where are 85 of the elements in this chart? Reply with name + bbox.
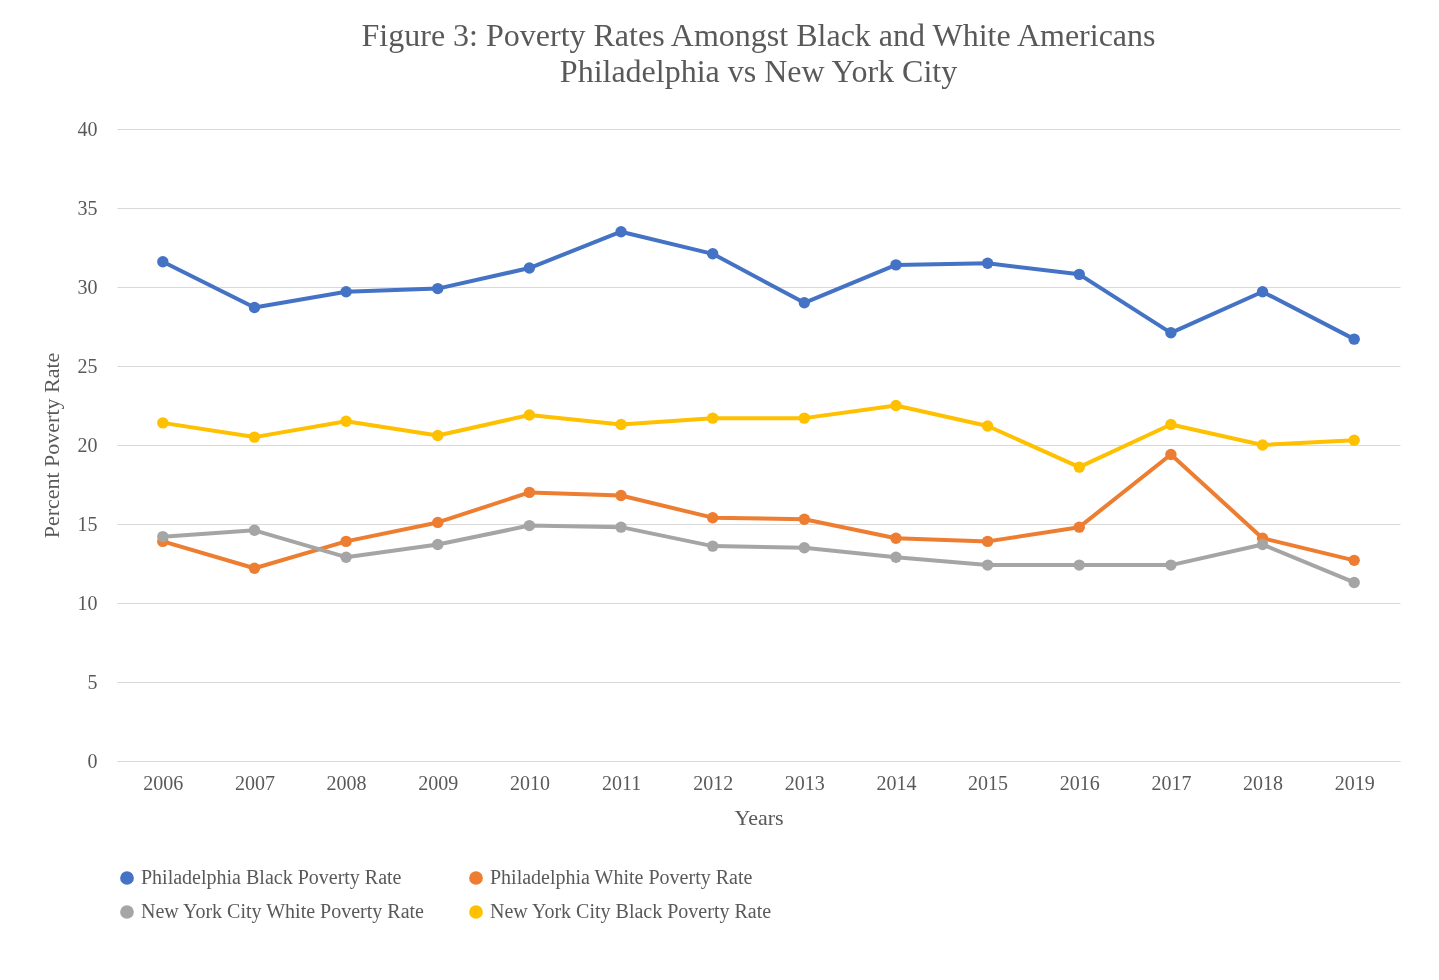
point	[523, 409, 536, 421]
point	[890, 399, 902, 412]
x-tick-label: 2019	[1334, 771, 1375, 794]
x-tick-label: 2012	[693, 771, 734, 794]
x-tick-label: 2017	[1151, 771, 1192, 794]
y-tick-label: 5	[87, 670, 98, 693]
point	[1165, 448, 1177, 461]
point	[432, 282, 444, 295]
point	[706, 540, 719, 552]
x-tick-label: 2015	[968, 771, 1009, 794]
point	[248, 562, 261, 574]
point	[157, 530, 169, 543]
point	[798, 542, 811, 554]
point	[615, 521, 627, 533]
point	[523, 486, 536, 499]
point	[1256, 538, 1269, 551]
point	[981, 257, 994, 269]
point	[1165, 418, 1177, 431]
x-tick-label: 2013	[784, 771, 825, 794]
y-tick-label: 25	[77, 354, 98, 377]
point	[340, 286, 352, 298]
point	[340, 551, 352, 563]
point	[981, 559, 994, 571]
point	[340, 415, 352, 427]
y-tick-label: 20	[77, 433, 98, 456]
point	[157, 417, 169, 429]
point	[890, 532, 902, 544]
point	[1165, 327, 1177, 339]
point	[981, 420, 994, 432]
point	[432, 538, 444, 551]
point	[1348, 554, 1360, 567]
point	[1348, 576, 1360, 589]
y-tick-label: 10	[77, 591, 98, 614]
point	[615, 226, 627, 238]
point	[615, 489, 627, 502]
point	[340, 535, 352, 548]
x-tick-label: 2010	[509, 771, 550, 794]
point	[615, 418, 627, 431]
legend-label: Philadelphia Black Poverty Rate	[141, 866, 402, 889]
point	[248, 301, 261, 314]
point	[890, 551, 902, 563]
point	[248, 431, 261, 443]
point	[798, 412, 811, 424]
point	[1256, 439, 1269, 451]
x-axis-title: Years	[734, 804, 784, 830]
x-tick-label: 2018	[1243, 771, 1284, 794]
point	[798, 297, 811, 309]
chart-subtitle: Philadelphia vs New York City	[559, 53, 958, 89]
y-tick-label: 15	[77, 512, 98, 535]
point	[706, 511, 719, 524]
point	[157, 256, 169, 268]
point	[1073, 521, 1085, 533]
point	[1165, 559, 1177, 571]
y-tick-label: 35	[77, 196, 98, 219]
point	[523, 262, 536, 274]
point	[432, 516, 444, 529]
point	[1073, 559, 1085, 571]
point	[1256, 286, 1269, 298]
point	[1348, 434, 1360, 446]
point	[890, 259, 902, 271]
point	[1073, 461, 1085, 473]
point	[1073, 268, 1085, 281]
legend-label: New York City Black Poverty Rate	[490, 900, 772, 923]
x-tick-label: 2014	[876, 771, 917, 794]
chart-title: Figure 3: Poverty Rates Amongst Black and White Americans	[361, 17, 1156, 53]
point	[432, 429, 444, 442]
x-tick-label: 2007	[234, 771, 275, 794]
x-tick-label: 2011	[601, 771, 642, 794]
y-tick-label: 40	[77, 117, 98, 140]
point	[706, 412, 719, 424]
y-tick-label: 0	[87, 749, 98, 772]
x-tick-label: 2006	[143, 771, 184, 794]
x-tick-label: 2016	[1059, 771, 1100, 794]
y-axis-title: Percent Poverty Rate	[38, 352, 64, 539]
point	[523, 519, 536, 532]
point	[706, 248, 719, 260]
point	[248, 524, 261, 537]
y-tick-label: 30	[77, 275, 98, 298]
point	[1348, 333, 1360, 345]
x-tick-label: 2008	[326, 771, 367, 794]
legend-label: New York City White Poverty Rate	[141, 900, 425, 923]
legend-label: Philadelphia White Poverty Rate	[490, 866, 753, 889]
x-tick-label: 2009	[418, 771, 459, 794]
point	[798, 513, 811, 525]
point	[981, 535, 994, 548]
